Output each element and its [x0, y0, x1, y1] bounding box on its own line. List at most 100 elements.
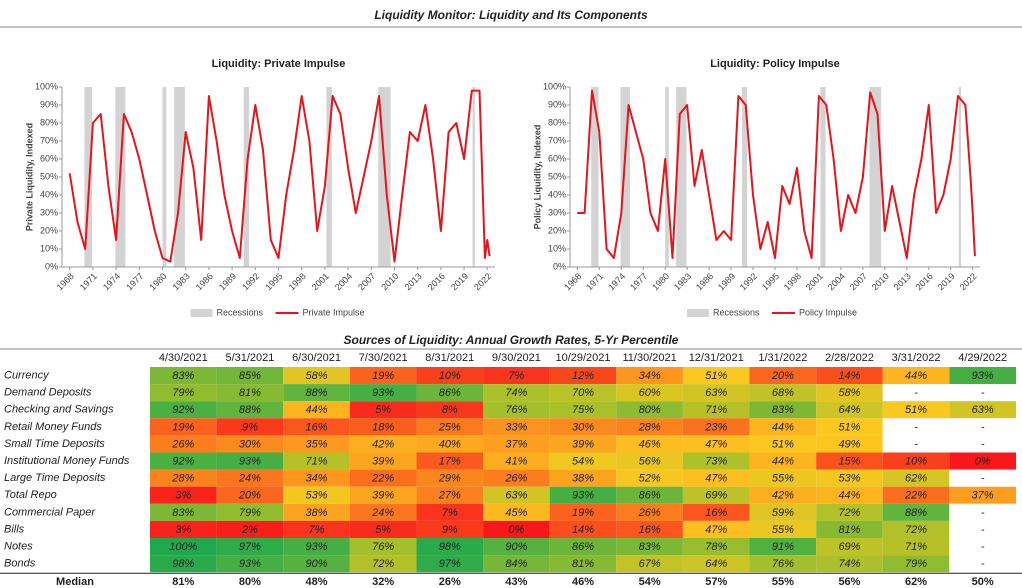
- heat-cell: [682, 469, 750, 487]
- cell-value: 100%: [169, 541, 197, 553]
- cell-value: 30%: [572, 421, 594, 433]
- median-value: 48%: [306, 576, 328, 588]
- cell-value: 71%: [705, 404, 727, 416]
- heat-cell: [816, 401, 883, 419]
- cell-value: 90%: [306, 558, 328, 570]
- heat-cell: [150, 503, 217, 521]
- y-tick-label: 20%: [40, 225, 58, 235]
- cell-value: 5%: [375, 524, 391, 536]
- y-tick-label: 40%: [40, 189, 58, 199]
- heat-cell: [616, 486, 683, 504]
- heat-cell: [682, 452, 750, 470]
- heat-cell: [682, 555, 750, 573]
- x-tick-label: 2007: [848, 271, 869, 292]
- heat-cell: [816, 435, 883, 453]
- cell-value: 64%: [705, 558, 727, 570]
- heat-cell: [216, 401, 284, 419]
- cell-value: 92%: [172, 455, 194, 467]
- heat-cell: [150, 367, 217, 385]
- column-header: 10/29/2021: [555, 352, 610, 364]
- recession-band: [742, 87, 748, 267]
- cell-value: 19%: [172, 421, 194, 433]
- cell-value: 71%: [905, 541, 927, 553]
- heat-cell: [216, 538, 284, 556]
- cell-value: 15%: [838, 455, 860, 467]
- heat-cell: [816, 452, 883, 470]
- heat-cell: [283, 486, 350, 504]
- heat-cell: [349, 418, 417, 436]
- heat-cell: [216, 435, 284, 453]
- recession-band: [326, 87, 332, 267]
- heat-cell: [349, 401, 417, 419]
- cell-value: 10%: [439, 370, 461, 382]
- x-tick-label: 1968: [562, 271, 583, 292]
- x-tick-label: 2019: [449, 271, 470, 292]
- heat-cell: [416, 401, 484, 419]
- x-tick-label: 1974: [606, 271, 627, 292]
- heat-cell: [616, 503, 683, 521]
- cell-value: 39%: [572, 438, 594, 450]
- heat-cell: [749, 435, 817, 453]
- heat-cell: [283, 367, 350, 385]
- row-label: Demand Deposits: [4, 387, 92, 399]
- cell-value: 91%: [772, 541, 794, 553]
- cell-value: 98%: [172, 558, 194, 570]
- cell-value: 51%: [838, 421, 860, 433]
- heat-cell: [349, 452, 417, 470]
- cell-value: -: [981, 541, 985, 553]
- cell-value: -: [981, 507, 985, 519]
- cell-value: 37%: [972, 490, 994, 502]
- cell-value: 5%: [375, 404, 391, 416]
- legend-swatch: [687, 309, 709, 317]
- y-tick-label: 50%: [548, 171, 566, 181]
- y-axis-label: Policy Liquidity, Indexed: [532, 125, 542, 230]
- x-tick-label: 2022: [472, 271, 493, 292]
- cell-value: 63%: [705, 387, 727, 399]
- cell-value: 88%: [239, 404, 261, 416]
- cell-value: 34%: [306, 473, 328, 485]
- row-label: Retail Money Funds: [4, 421, 102, 433]
- heat-cell: [416, 486, 484, 504]
- heat-cell: [216, 520, 284, 538]
- cell-value: 44%: [772, 455, 794, 467]
- cell-value: 51%: [772, 438, 794, 450]
- heat-cell: [549, 503, 617, 521]
- cell-value: 75%: [572, 404, 594, 416]
- heat-cell: [882, 538, 950, 556]
- heat-cell: [816, 538, 883, 556]
- column-header: 7/30/2021: [359, 352, 408, 364]
- cell-value: 19%: [372, 370, 394, 382]
- series-line: [577, 89, 976, 259]
- x-tick-label: 1992: [738, 271, 759, 292]
- median-value: 26%: [439, 576, 461, 588]
- x-tick-label: 2016: [914, 271, 935, 292]
- heat-cell: [483, 435, 550, 453]
- heat-cell: [949, 486, 1016, 504]
- cell-value: 7%: [442, 507, 458, 519]
- cell-value: 74%: [505, 387, 527, 399]
- x-tick-label: 1995: [760, 271, 781, 292]
- heat-cell: [216, 384, 284, 402]
- heat-cell: [949, 418, 1016, 436]
- x-tick-label: 1983: [171, 271, 192, 292]
- heat-cell: [749, 418, 817, 436]
- heat-cell: [483, 486, 550, 504]
- y-tick-label: 80%: [548, 117, 566, 127]
- cell-value: 60%: [639, 387, 661, 399]
- median-value: 43%: [505, 576, 527, 588]
- x-tick-label: 2010: [870, 271, 891, 292]
- row-label: Large Time Deposits: [4, 472, 106, 484]
- heat-cell: [283, 538, 350, 556]
- column-header: 11/30/2021: [622, 352, 676, 364]
- median-value: 55%: [772, 576, 794, 588]
- heat-cell: [349, 555, 417, 573]
- heat-cell: [549, 538, 617, 556]
- cell-value: 81%: [838, 524, 860, 536]
- heat-cell: [616, 435, 683, 453]
- heat-cell: [882, 367, 950, 385]
- cell-value: 41%: [505, 455, 527, 467]
- recession-band: [620, 87, 631, 267]
- y-tick-label: 90%: [548, 99, 566, 109]
- cell-value: 3%: [175, 490, 191, 502]
- heat-cell: [150, 401, 217, 419]
